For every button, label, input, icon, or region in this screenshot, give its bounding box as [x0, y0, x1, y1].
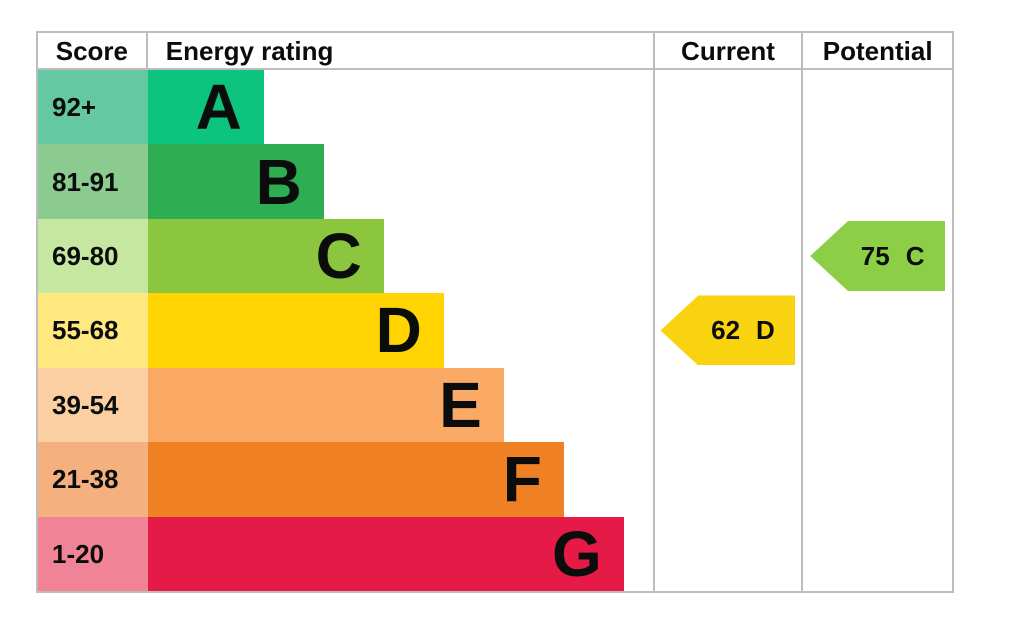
potential-cell: [801, 442, 952, 517]
potential-cell: [801, 367, 952, 443]
band-bar: D: [147, 293, 444, 368]
epc-table: Score Energy rating Current Potential 92…: [36, 31, 954, 593]
score-cell: 92+: [38, 70, 148, 145]
band-bar: C: [147, 218, 384, 294]
band-bar: B: [147, 144, 324, 219]
band-bar: F: [147, 442, 564, 517]
band-row: 55-68 D 62 D: [38, 293, 952, 368]
score-cell: 1-20: [38, 516, 148, 591]
score-cell: 81-91: [38, 144, 148, 219]
current-rating-arrow: 62 D: [660, 295, 796, 366]
current-score-value: 62: [711, 315, 741, 346]
epc-rows: 92+ A 81-91 B 69-80 C 75 C 55-68 D 62 D 39…: [38, 70, 952, 591]
band-row: 1-20 G: [38, 516, 952, 591]
potential-cell: [801, 293, 952, 368]
current-cell: 62 D: [652, 293, 802, 368]
band-bar: G: [147, 516, 624, 591]
band-row: 69-80 C 75 C: [38, 218, 952, 294]
potential-cell: 75 C: [801, 218, 952, 294]
band-row: 92+ A: [38, 70, 952, 145]
energy-cell: D: [147, 293, 653, 368]
score-cell: 21-38: [38, 442, 148, 517]
current-cell: [652, 70, 802, 145]
header-score: Score: [38, 33, 148, 68]
energy-cell: G: [147, 516, 653, 591]
energy-cell: C: [147, 218, 653, 294]
band-row: 21-38 F: [38, 442, 952, 517]
score-cell: 69-80: [38, 218, 148, 294]
energy-cell: F: [147, 442, 653, 517]
energy-cell: E: [147, 367, 653, 443]
band-bar: E: [147, 367, 504, 443]
band-bar: A: [147, 70, 264, 145]
potential-cell: [801, 70, 952, 145]
current-cell: [652, 218, 802, 294]
score-cell: 55-68: [38, 293, 148, 368]
current-cell: [652, 367, 802, 443]
band-row: 81-91 B: [38, 144, 952, 219]
current-cell: [652, 144, 802, 219]
current-cell: [652, 516, 802, 591]
energy-cell: A: [147, 70, 653, 145]
current-cell: [652, 442, 802, 517]
potential-score-value: 75: [860, 241, 890, 272]
potential-cell: [801, 144, 952, 219]
current-band-letter: D: [756, 315, 775, 346]
header-current: Current: [652, 33, 802, 68]
potential-cell: [801, 516, 952, 591]
header-potential: Potential: [801, 33, 952, 68]
score-cell: 39-54: [38, 367, 148, 443]
potential-rating-arrow: 75 C: [810, 221, 946, 292]
potential-band-letter: C: [905, 241, 925, 272]
header-energy-rating: Energy rating: [165, 35, 334, 66]
band-row: 39-54 E: [38, 367, 952, 443]
header-row: Score Energy rating Current Potential: [38, 33, 952, 70]
energy-cell: B: [147, 144, 653, 219]
